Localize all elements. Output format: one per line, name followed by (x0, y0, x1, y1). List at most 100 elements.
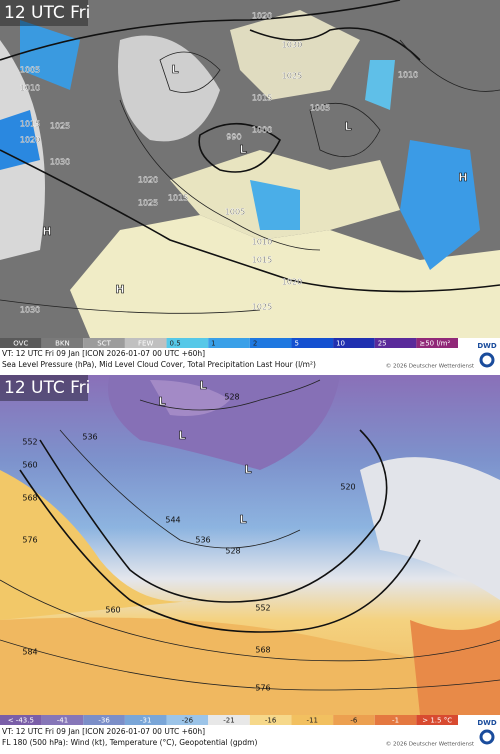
valid-time: VT: 12 UTC Fri 09 Jan [ICON 2026-01-07 0… (2, 349, 205, 358)
contour-label: 544 (165, 516, 180, 525)
legend-label: 25 (378, 340, 387, 348)
upper-air-map (0, 375, 500, 715)
legend-swatch (374, 715, 417, 725)
pressure-center: L (171, 63, 178, 76)
contour-label: 1025 (138, 199, 158, 208)
contour-label: 1030 (50, 158, 70, 167)
legend-label: -31 (140, 717, 151, 725)
dwd-logo-mark (479, 352, 495, 368)
contour-label: 1015 (252, 94, 272, 103)
legend-label: BKN (55, 340, 70, 348)
contour-label: 1005 (225, 208, 245, 217)
copyright: © 2026 Deutscher Wetterdienst (386, 741, 475, 748)
legend-label: OVC (13, 340, 28, 348)
contour-label: 990 (226, 133, 241, 142)
contour-label: 1015 (168, 194, 188, 203)
pressure-center: H (115, 283, 124, 296)
legend-label: -6 (350, 717, 358, 725)
dwd-logo: DWD (477, 719, 497, 727)
contour-label: 536 (82, 433, 97, 442)
pressure-center: L (239, 143, 246, 156)
description: Sea Level Pressure (hPa), Mid Level Clou… (2, 360, 316, 369)
contour-label: 1015 (252, 256, 272, 265)
contour-label: 520 (340, 483, 355, 492)
legend-label: SCT (97, 340, 111, 348)
legend-swatch (124, 715, 167, 725)
pressure-map (0, 0, 500, 338)
dwd-logo-mark (479, 729, 495, 745)
contour-label: 1030 (282, 41, 302, 50)
contour-label: 536 (195, 536, 210, 545)
legend-label: > 1.5 °C (422, 717, 452, 725)
contour-label: 1010 (20, 84, 40, 93)
contour-label: 1020 (20, 136, 40, 145)
pressure-center: H (42, 225, 51, 238)
contour-label: 528 (224, 393, 239, 402)
contour-label: 552 (22, 438, 37, 447)
contour-label: 1015 (20, 120, 40, 129)
contour-label: 560 (22, 461, 37, 470)
legend-swatch (83, 338, 125, 348)
contour-label: 1005 (310, 104, 330, 113)
contour-label: 1025 (50, 122, 70, 131)
legend-swatch (0, 338, 42, 348)
legend-label: FEW (138, 340, 153, 348)
legend-label: 10 (336, 340, 345, 348)
time-label-box (0, 375, 88, 401)
legend-swatch (333, 715, 375, 725)
legend-swatch (0, 715, 42, 725)
legend-swatch (41, 715, 84, 725)
pressure-center: L (178, 429, 185, 442)
contour-label: 568 (255, 646, 270, 655)
contour-label: 576 (255, 684, 270, 693)
time-label-box (0, 0, 88, 26)
pressure-center: L (199, 379, 206, 392)
legend-swatch (416, 715, 458, 725)
contour-label: 1010 (398, 71, 418, 80)
contour-label: 1010 (252, 238, 272, 247)
legend-swatch (124, 338, 167, 348)
description: FL 180 (500 hPa): Wind (kt), Temperature… (2, 738, 257, 747)
time-label: 12 UTC Fri (4, 378, 90, 398)
time-label: 12 UTC Fri (4, 3, 90, 23)
legend-label: 2 (253, 340, 257, 348)
legend-label: -26 (182, 717, 194, 725)
pressure-center: L (239, 513, 246, 526)
pressure-center: H (458, 171, 467, 184)
legend-swatch (208, 715, 250, 725)
legend-label: -11 (307, 717, 318, 725)
legend-swatch (291, 715, 334, 725)
valid-time: VT: 12 UTC Fri 09 Jan [ICON 2026-01-07 0… (2, 727, 205, 736)
legend-label: -1 (392, 717, 399, 725)
pressure-center: L (244, 463, 251, 476)
contour-label: 584 (22, 648, 37, 657)
contour-label: 1020 (252, 12, 272, 21)
legend-swatch (374, 338, 417, 348)
legend-label: -16 (265, 717, 277, 725)
legend-label: -21 (223, 717, 234, 725)
legend-swatch (166, 715, 209, 725)
legend-swatch (249, 715, 292, 725)
contour-label: 576 (22, 536, 37, 545)
contour-label: 1005 (20, 66, 40, 75)
legend-label: < -43.5 (8, 717, 34, 725)
contour-label: 1000 (252, 126, 272, 135)
contour-label: 560 (105, 606, 120, 615)
legend-swatch (41, 338, 84, 348)
legend-label: 5 (294, 340, 298, 348)
pressure-center: L (344, 120, 351, 133)
legend-label: 0.5 (170, 340, 181, 348)
dwd-logo: DWD (477, 342, 497, 350)
contour-label: 568 (22, 494, 37, 503)
contour-label: 1030 (20, 306, 40, 315)
legend-label: 1 (211, 340, 215, 348)
legend-swatch (291, 338, 334, 348)
legend-label: -41 (57, 717, 68, 725)
contour-label: 552 (255, 604, 270, 613)
contour-label: 528 (225, 547, 240, 556)
contour-label: 1025 (252, 303, 272, 312)
legend-swatch (333, 338, 375, 348)
legend-label: -36 (98, 717, 110, 725)
legend-swatch (416, 338, 458, 348)
